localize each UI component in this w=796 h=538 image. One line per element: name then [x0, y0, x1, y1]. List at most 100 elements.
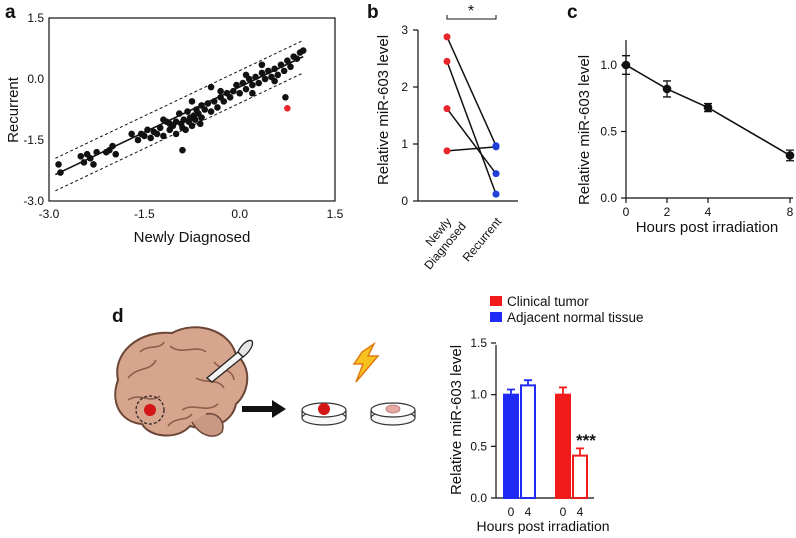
panel-d-ytick: 1.5 [470, 336, 487, 350]
panel-d-error-bar [507, 388, 515, 395]
irradiation-illustration [114, 326, 416, 437]
panel-a-point [55, 161, 62, 168]
panel-a-point [239, 79, 247, 87]
panel-a-point [210, 98, 218, 105]
panel-a-ytick: 1.5 [27, 11, 44, 25]
panel-a-point [184, 108, 191, 115]
petri-dish-icon [301, 402, 347, 426]
panel-a-point [282, 94, 289, 101]
panel-c-xtick: 2 [664, 205, 671, 219]
panel-d-ytick: 0.0 [470, 491, 487, 505]
panel-d-xtick: 4 [577, 505, 584, 519]
panel-a-frame [48, 17, 336, 202]
panel-c-point [785, 151, 795, 160]
panel-a-xlabel: Newly Diagnosed [134, 229, 251, 246]
panel-a-point [287, 63, 294, 71]
panel-b-ylabel: Relative miR-603 level [375, 35, 392, 185]
panel-a-point [147, 134, 154, 142]
panel-d-bar [503, 393, 519, 499]
panel-b-ytick: 1 [401, 137, 408, 151]
panel-a-point [258, 69, 266, 77]
panel-a-point [242, 85, 250, 93]
panel-b-point-recurrent [492, 143, 500, 151]
panel-a-band-upper [55, 39, 304, 159]
panel-a-point [226, 94, 234, 101]
panel-d-bar [555, 393, 571, 499]
panel-a-ytick: -1.5 [23, 133, 44, 147]
legend-label-adjacent-normal: Adjacent normal tissue [507, 310, 644, 325]
panel-b-ytick: 2 [401, 80, 408, 94]
panel-a-xtick: -1.5 [134, 207, 155, 221]
panel-d-significance: *** [576, 431, 596, 450]
panel-a-point [207, 83, 215, 91]
panel-a-xtick: 1.5 [327, 207, 344, 221]
panel-b-category-2: Recurrent [460, 214, 505, 264]
legend-label-clinical-tumor: Clinical tumor [507, 294, 589, 309]
panel-a-point [172, 130, 180, 138]
lightning-icon [352, 341, 380, 383]
panel-a-scatter: -3.0 -1.5 0.0 1.5 -3.0 -1.5 0.0 1.5 Newl… [5, 11, 344, 246]
panel-a-point [252, 73, 259, 81]
panel-a-band-lower [55, 72, 304, 192]
panel-d-ytick: 0.5 [470, 439, 487, 453]
panel-a-point [217, 87, 224, 95]
panel-d-error-bar [559, 386, 567, 395]
panel-a-point [153, 130, 161, 138]
panel-c-xtick: 4 [705, 205, 712, 219]
panel-a-point [230, 87, 237, 95]
panel-a-point [188, 98, 196, 105]
panel-a-point [274, 71, 282, 79]
panel-a-point [249, 81, 256, 89]
panel-d-bar [572, 454, 588, 499]
panel-label-a: a [5, 2, 16, 23]
panel-a-point [90, 161, 97, 168]
panel-a-point [249, 89, 256, 97]
panel-a-point [141, 132, 148, 140]
panel-a-point [284, 57, 291, 64]
panel-a-point [258, 61, 266, 69]
panel-c-xlabel: Hours post irradiation [636, 219, 779, 236]
panel-a-point [180, 116, 188, 123]
panel-b-paired: 0 1 2 3 * NewlyDiagnosed Recurrent Relative… [375, 3, 518, 272]
panel-d-xlabel: Hours post irradiation [476, 518, 609, 534]
brain-icon [114, 326, 249, 437]
panel-a-point [198, 102, 205, 109]
panel-a-point [134, 136, 142, 144]
panel-b-pair-line [446, 61, 497, 195]
panel-a-point [57, 169, 64, 176]
panel-a-point [191, 116, 199, 123]
panel-a-point [80, 159, 88, 166]
panel-c-xtick: 0 [623, 205, 630, 219]
panel-label-c: c [567, 2, 578, 23]
panel-a-point [77, 152, 85, 160]
panel-a-xtick: -3.0 [39, 207, 60, 221]
panel-a-point [128, 130, 135, 138]
panel-b-point-recurrent [492, 170, 500, 178]
panel-a-point [188, 122, 196, 130]
panel-a-point [93, 148, 100, 156]
panel-d-xtick: 0 [508, 505, 515, 519]
panel-a-point [144, 126, 151, 134]
panel-c-ytick: 1.0 [600, 58, 617, 72]
panel-b-pair-line [446, 108, 497, 175]
panel-d-xtick: 4 [525, 505, 532, 519]
panel-a-ylabel: Recurrent [5, 76, 22, 143]
panel-a-xtick: 0.0 [231, 207, 248, 221]
petri-dish-icon [370, 402, 416, 426]
panel-b-significance-bracket [446, 15, 497, 20]
panel-c-point [662, 84, 672, 94]
panel-b-point-newly-diagnosed [443, 147, 451, 155]
panel-a-point [156, 124, 164, 132]
panel-a-point [214, 104, 221, 111]
panel-a-point [264, 67, 272, 75]
panel-c-ytick: 0.0 [600, 191, 617, 205]
panel-a-point [277, 61, 285, 69]
panel-a-point [293, 55, 301, 62]
panel-c-series-line [625, 64, 791, 157]
panel-c-ylabel: Relative miR-603 level [576, 55, 593, 205]
panel-b-significance: * [468, 3, 474, 20]
panel-b-ytick: 3 [401, 23, 408, 37]
panel-label-b: b [367, 2, 379, 23]
panel-a-point [204, 100, 212, 107]
